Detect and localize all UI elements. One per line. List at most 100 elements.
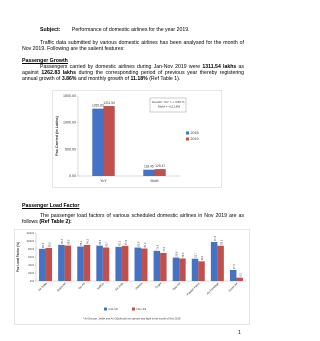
text-run: during the corresponding period of previ… [22, 70, 244, 83]
legend-label: 2019 [191, 137, 199, 141]
bar [191, 258, 199, 281]
value-label: 86.1 [79, 240, 83, 246]
section-heading: Passenger Growth [22, 58, 68, 64]
y-tick-label: 60.0 [28, 255, 34, 259]
bar [92, 108, 104, 176]
value-label: 88.2 [219, 239, 223, 245]
bar [83, 244, 91, 281]
y-tick-label: 120.0 [26, 231, 34, 235]
value-label: 75.4 [156, 244, 160, 250]
legend-label: Oct-19 [109, 307, 118, 311]
y-tick-label: 1500.00 [63, 94, 76, 98]
bar [115, 246, 122, 281]
bar [160, 252, 167, 281]
text-run: (Ref Table 2): [39, 219, 72, 226]
value-label: 80.4 [41, 242, 45, 248]
text-run: 3.86% [61, 76, 77, 83]
subject: Subject: Performance of domestic airline… [40, 27, 250, 33]
value-label: 82.5 [47, 241, 51, 247]
chart: 0.00 500.00 1000.00 1500.00 Pax Carried (in … [52, 90, 222, 188]
bar [210, 242, 218, 281]
bar [134, 247, 141, 281]
x-tick-label: MoM [151, 179, 159, 183]
bar [179, 258, 186, 281]
bar [121, 245, 129, 281]
subject-text: Performance of domestic airlines for the… [71, 27, 190, 33]
bar [236, 277, 243, 281]
y-tick-label: 40.0 [28, 263, 34, 267]
bar [103, 106, 115, 176]
value-label: 1311.54 [103, 101, 115, 105]
bar [96, 245, 103, 281]
value-label: 90.2 [86, 238, 90, 244]
bar [64, 245, 72, 281]
value-label: 56.3 [181, 252, 185, 258]
bar [198, 261, 205, 281]
legend-swatch [104, 307, 107, 311]
y-tick-label: 80.0 [28, 247, 34, 251]
x-tick-label: Vistara [134, 281, 144, 291]
y-tick-label: 500.00 [65, 147, 76, 151]
legend-swatch [186, 131, 189, 135]
bar [143, 169, 155, 176]
annotation: Growth: YoY = + 3.86 % [152, 100, 185, 104]
value-label: 58.6 [175, 251, 179, 257]
value-label: 85.3 [117, 240, 121, 246]
y-axis-label: Pax Load Factor (%) [16, 242, 20, 272]
x-tick-label: Pawan Hans [186, 281, 201, 296]
y-axis-label: Pax Carried (in Lakhs) [55, 115, 59, 156]
bar [77, 246, 84, 281]
bar [58, 244, 65, 281]
value-label: 97.4 [213, 235, 217, 241]
chart: 0.0 20.0 40.0 60.0 80.0 100.0 120.0 Pax Load Fa… [14, 229, 250, 325]
text-run: as against [22, 64, 245, 77]
x-tick-label: Zoom Air [227, 281, 238, 292]
text-run: 1262.83 lakhs [41, 70, 76, 77]
y-tick-label: 0.0 [30, 279, 35, 283]
x-tick-label: Star Air [172, 281, 182, 291]
page-number: 1 [238, 330, 241, 336]
legend-swatch [186, 137, 189, 141]
annotation: MoM = +11.18% [158, 104, 180, 108]
bar [153, 250, 161, 281]
y-tick-label: 0.00 [69, 174, 76, 178]
footnote: * Air Deccan, Jetlite and Air Odisha did… [83, 317, 181, 321]
chart-frame [52, 90, 222, 188]
bar [172, 257, 180, 281]
legend-swatch [132, 307, 135, 311]
bar [154, 169, 166, 176]
value-label: 81.2 [143, 242, 147, 248]
value-label: 118.45 [144, 165, 154, 169]
y-tick-label: 20.0 [28, 271, 34, 275]
y-tick-label: 100.0 [26, 239, 34, 243]
text-run: 11.18% [130, 76, 148, 83]
subject-label: Subject: [40, 27, 61, 33]
value-label: 83.7 [105, 241, 109, 247]
section-paragraph: The passenger load factors of various sc… [22, 213, 244, 225]
section-heading: Passenger Load Factor [22, 203, 80, 209]
bar [39, 248, 46, 281]
legend-label: 2018 [191, 131, 199, 135]
value-label: 70.2 [162, 246, 166, 252]
x-tick-label: Air Heritage [206, 281, 220, 295]
bar [141, 248, 148, 281]
section-paragraph: Passengers carried by domestic airlines … [22, 64, 244, 83]
bar [45, 248, 53, 281]
text-run: and monthly growth of [76, 76, 131, 83]
value-label: 90.3 [60, 238, 64, 244]
value-label: 49.1 [200, 255, 204, 261]
x-tick-label: Trujet [154, 281, 162, 289]
legend-label: Nov-19 [137, 307, 147, 311]
text-run: Passengers carried by domestic airlines … [40, 64, 203, 70]
text-run: (Ref Table 1). [147, 76, 181, 83]
x-tick-label: Go Air [77, 281, 86, 290]
page: {"subject": {"label": "Subject:", "text"… [14, 27, 250, 336]
value-label: 8.3 [238, 273, 242, 277]
value-label: 83.6 [136, 241, 140, 247]
x-tick-label: IndiGo [96, 281, 105, 290]
x-tick-label: Air Asia [114, 281, 124, 291]
value-label: 55.7 [194, 252, 198, 258]
intro: Traffic data submitted by various domest… [22, 40, 244, 53]
value-label: 88.4 [98, 239, 102, 245]
value-label: 27.5 [232, 263, 236, 269]
